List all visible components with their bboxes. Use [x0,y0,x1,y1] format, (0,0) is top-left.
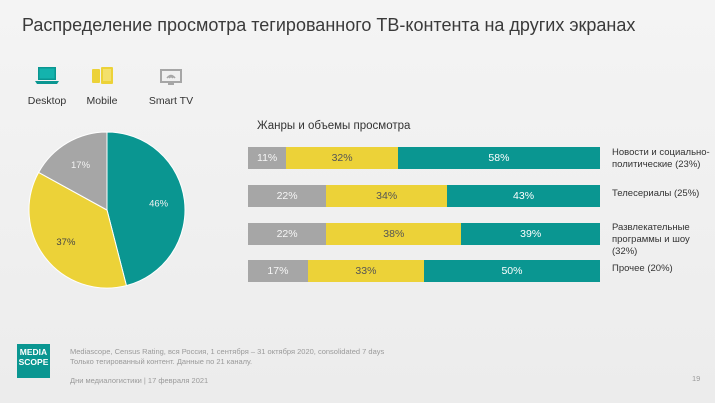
bar-chart-title: Жанры и объемы просмотра [257,120,411,132]
pie-slice-desktop [106,131,186,287]
bar-segment-desktop: 39% [461,223,600,245]
device-pie-chart: 46% 37% 17% [28,131,186,289]
pie-label-smart-tv: 17% [71,160,91,171]
bar-category-label: Развлекательные программы и шоу (32%) [612,222,690,257]
pie-label-mobile: 37% [56,237,76,248]
desktop-icon [34,67,60,89]
legend-smart-tv-label: Smart TV [148,95,194,107]
pie-slice-mobile [28,171,128,289]
bar-segment-smart-tv: 22% [248,185,327,207]
bar-segment-desktop: 50% [423,260,600,282]
pie-label-desktop: 46% [149,198,169,209]
legend-desktop-label: Desktop [27,95,67,107]
pie-slice-smart-tv [37,131,108,211]
bar-category-label: Прочее (20%) [612,263,673,274]
source-note-2: Только тегированный контент. Данные по 2… [70,357,253,366]
legend-mobile: Mobile [84,66,120,107]
bar-segment-smart-tv: 11% [248,147,287,169]
mediascope-logo: MEDIA SCOPE [17,344,50,378]
bar-category-label: Телесериалы (25%) [612,188,700,199]
bar-segment-mobile: 33% [307,260,424,282]
page-title: Распределение просмотра тегированного ТВ… [22,15,636,35]
bar-row: 22% 38% 39% [248,223,600,245]
bar-segment-smart-tv: 17% [248,260,308,282]
legend-desktop: Desktop [26,66,68,107]
bar-segment-mobile: 32% [286,147,398,169]
page-number: 19 [692,374,701,383]
legend-mobile-label: Mobile [86,95,118,107]
mobile-icon [89,67,115,89]
bar-row: 11% 32% 58% [248,147,600,169]
smart-tv-icon [158,69,184,89]
legend-smart-tv: Smart TV [147,66,195,107]
bar-row: 17% 33% 50% [248,260,600,282]
bar-segment-mobile: 34% [326,185,448,207]
bar-segment-smart-tv: 22% [248,223,327,245]
bar-row: 22% 34% 43% [248,185,600,207]
bar-segment-mobile: 38% [326,223,462,245]
bar-segment-desktop: 58% [397,147,600,169]
bar-segment-desktop: 43% [447,185,600,207]
event-date: Дни медиалогистики | 17 февраля 2021 [70,376,209,385]
bar-category-label: Новости и социально-политические (23%) [612,147,710,170]
source-note: Mediascope, Census Rating, вся Россия, 1… [70,347,385,356]
